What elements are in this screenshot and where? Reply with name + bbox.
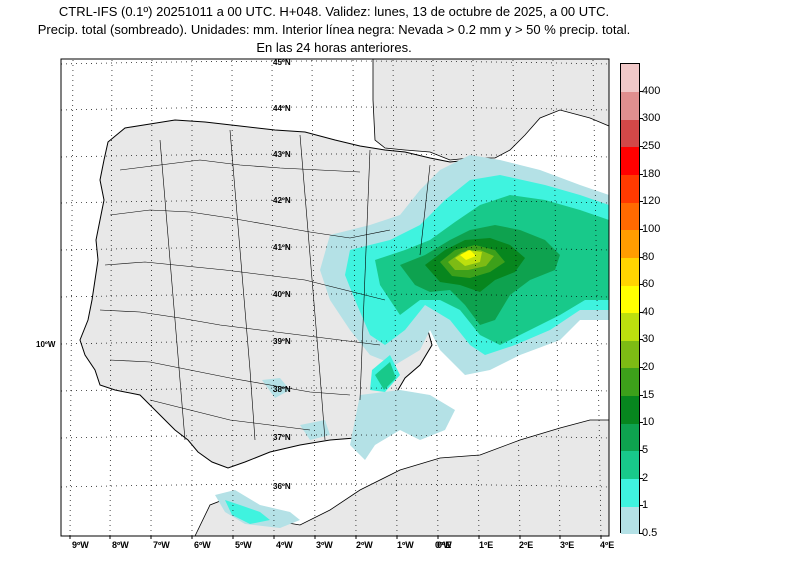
colorbar-segment [621, 146, 639, 175]
lon-label-9w: 9ºW [72, 540, 89, 550]
colorbar-segment [621, 229, 639, 258]
colorbar-level-label: 80 [642, 250, 655, 263]
lon-label-0e: 0ºE [437, 540, 452, 550]
colorbar-segment [621, 340, 639, 369]
colorbar-tick [639, 367, 643, 369]
colorbar-segment [621, 202, 639, 231]
lon-label-0w: 0ºW [435, 540, 452, 550]
precipitation-colorbar [620, 63, 640, 535]
colorbar-tick [639, 505, 643, 507]
france-land [372, 58, 610, 161]
colorbar-tick [639, 311, 643, 313]
colorbar-tick [639, 90, 643, 92]
colorbar-level-label: 20 [642, 361, 655, 374]
colorbar-tick [639, 173, 643, 175]
lon-label-6w: 6ºW [194, 540, 211, 550]
colorbar-segment [621, 506, 639, 535]
colorbar-tick [639, 201, 643, 203]
lat-label-42n: 42ºN [273, 196, 291, 205]
colorbar-level-label: 10 [642, 416, 655, 429]
lon-label-1e: 1ºE [479, 540, 494, 550]
lat-label-38n: 38ºN [273, 385, 291, 394]
colorbar-level-label: 2 [642, 471, 649, 484]
colorbar-segment [621, 478, 639, 507]
colorbar-level-label: 400 [642, 84, 661, 97]
colorbar-segment [621, 423, 639, 452]
lat-label-39n: 39ºN [273, 337, 291, 346]
colorbar-tick [639, 533, 643, 534]
lat-label-41n: 41ºN [273, 243, 291, 252]
colorbar-level-label: 100 [642, 222, 661, 235]
colorbar-segment [621, 451, 639, 480]
colorbar-level-label: 60 [642, 278, 655, 291]
lat-label-45n: 45ºN [273, 58, 291, 67]
colorbar-level-label: 180 [642, 167, 661, 180]
colorbar-level-label: 5 [642, 444, 649, 457]
colorbar-level-label: 30 [642, 333, 655, 346]
colorbar-level-label: 250 [642, 139, 661, 152]
colorbar-tick [639, 284, 643, 286]
colorbar-tick [639, 477, 643, 479]
colorbar-level-label: 120 [642, 195, 661, 208]
colorbar-segment [621, 257, 639, 286]
map-title-line-3: En las 24 horas anteriores. [256, 40, 412, 55]
lon-label-2w: 2ºW [356, 540, 373, 550]
lon-label-4e: 4ºE [600, 540, 615, 550]
colorbar-level-label: 0.5 [642, 527, 658, 539]
map-title-line-2: Precip. total (sombreado). Unidades: mm.… [37, 22, 631, 37]
lat-label-40n: 40ºN [273, 290, 291, 299]
lon-label-1w: 1ºW [397, 540, 414, 550]
colorbar-tick [639, 256, 643, 258]
map-frame [60, 58, 610, 537]
colorbar-segment [621, 368, 639, 397]
lat-label-43n: 43ºN [273, 150, 291, 159]
colorbar-segment [621, 174, 639, 203]
colorbar-segment [621, 64, 639, 92]
colorbar-segment [621, 119, 639, 148]
regional-boundaries [99, 129, 431, 441]
lon-label-5w: 5ºW [235, 540, 252, 550]
lon-label-2e: 2ºE [519, 540, 534, 550]
colorbar-tick [639, 394, 643, 396]
lat-label-36n: 36ºN [273, 482, 291, 491]
lon-label-3w: 3ºW [316, 540, 333, 550]
colorbar-level-label: 300 [642, 112, 661, 125]
map-title-line-1: CTRL-IFS (0.1º) 20251011 a 00 UTC. H+048… [58, 4, 610, 19]
colorbar-tick [639, 450, 643, 452]
colorbar-segment [621, 312, 639, 341]
colorbar-level-label: 40 [642, 305, 655, 318]
bottom-ticks [69, 536, 602, 539]
colorbar-segment [621, 395, 639, 424]
colorbar-tick [639, 145, 643, 147]
colorbar-level-label: 1 [642, 499, 649, 512]
lon-label-7w: 7ºW [153, 540, 170, 550]
colorbar-segment [621, 285, 639, 314]
lon-label-10w: 10ºW [36, 340, 56, 349]
colorbar-level-label: 15 [642, 388, 655, 401]
colorbar-tick [639, 228, 643, 230]
lon-label-3e: 3ºE [560, 540, 575, 550]
lat-label-44n: 44ºN [273, 104, 291, 113]
colorbar-tick [639, 118, 643, 120]
lon-label-4w: 4ºW [276, 540, 293, 550]
precipitation-shading [215, 155, 609, 528]
lat-label-37n: 37ºN [273, 433, 291, 442]
colorbar-tick [639, 339, 643, 341]
colorbar-tick [639, 422, 643, 424]
colorbar-segment [621, 91, 639, 120]
lon-label-8w: 8ºW [112, 540, 129, 550]
